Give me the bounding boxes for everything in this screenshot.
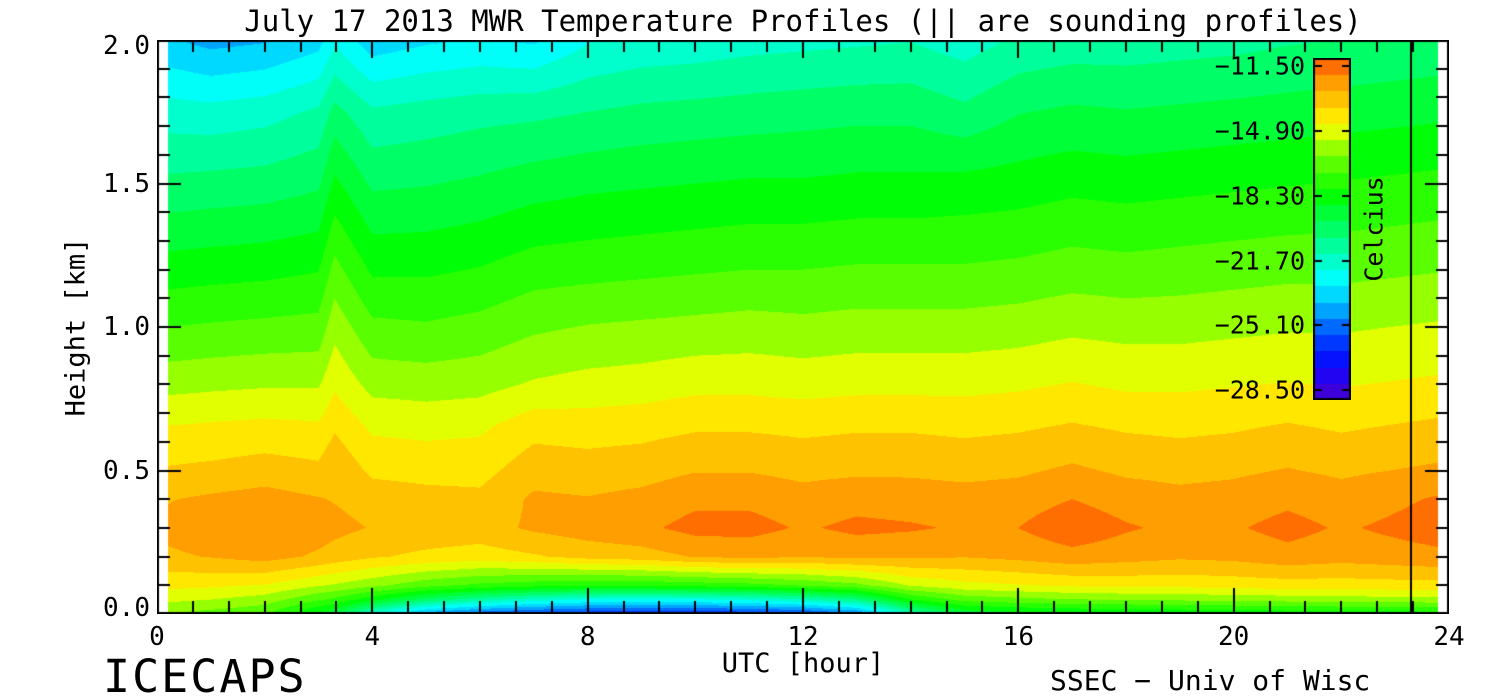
chart-title: July 17 2013 MWR Temperature Profiles (|…: [244, 4, 1362, 38]
project-name-label: ICECAPS: [103, 650, 307, 700]
colorbar-unit-label: Celcius: [1359, 176, 1389, 282]
colorbar-tick-label: −21.70: [1214, 246, 1305, 276]
y-tick-label: 0.0: [103, 593, 150, 623]
y-axis-title: Height [km]: [60, 237, 92, 417]
contour-plot-canvas: [157, 40, 1449, 614]
x-axis-title: UTC [hour]: [721, 648, 885, 679]
y-tick-label: 0.5: [103, 455, 150, 486]
x-tick-label: 20: [1218, 622, 1250, 652]
colorbar-tick-label: −18.30: [1214, 181, 1305, 211]
x-tick-label: 16: [1002, 622, 1034, 652]
x-tick-label: 12: [787, 622, 819, 652]
colorbar-tick-label: −25.10: [1214, 310, 1305, 340]
x-tick-label: 4: [364, 622, 381, 652]
y-tick-label: 2.0: [103, 31, 150, 61]
colorbar-tick-label: −11.50: [1214, 51, 1305, 81]
y-tick-label: 1.5: [103, 168, 150, 199]
y-tick-label: 1.0: [103, 312, 150, 342]
institution-label: SSEC − Univ of Wisc: [1050, 664, 1371, 697]
x-tick-label: 0: [149, 622, 165, 652]
x-tick-label: 24: [1433, 622, 1465, 652]
colorbar-tick-label: −28.50: [1214, 375, 1305, 405]
colorbar-canvas: [1313, 58, 1351, 400]
colorbar-tick-label: −14.90: [1214, 116, 1305, 146]
x-tick-label: 8: [579, 622, 596, 652]
